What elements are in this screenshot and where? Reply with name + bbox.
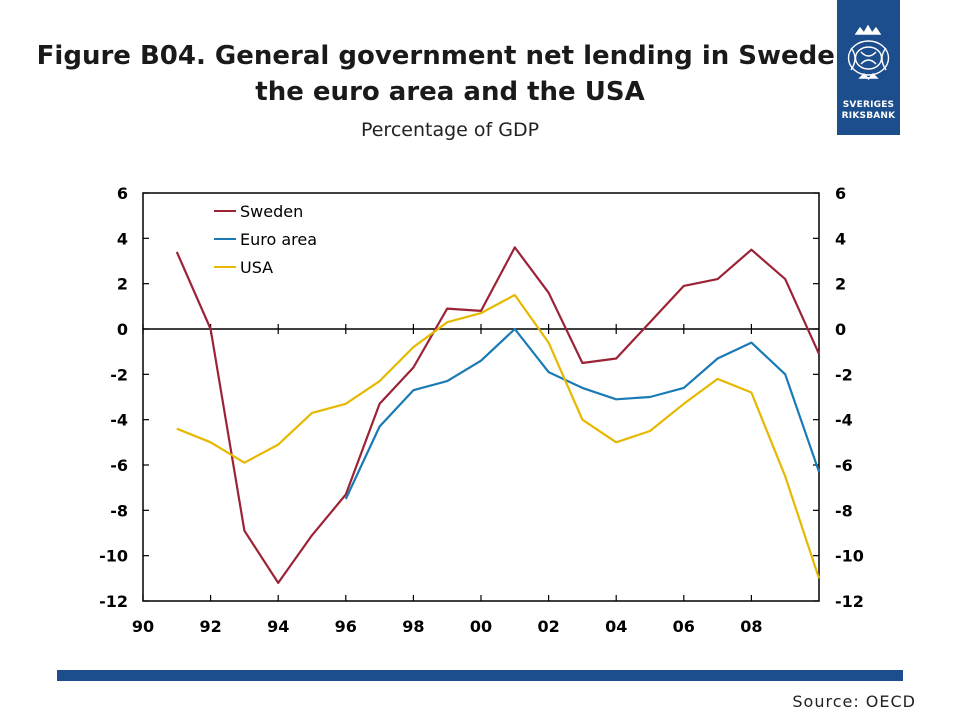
series-line-sweden [175,246,821,585]
legend-label: USA [240,258,273,277]
logo-text-sveriges: SVERIGES [842,100,895,110]
y-tick-label-left: -10 [99,547,128,566]
y-tick-label-left: 0 [117,320,128,339]
riksbank-logo: SVERIGES RIKSBANK [837,0,900,135]
y-tick-label-right: -10 [835,547,864,566]
footer-bar [57,670,903,681]
chart-title: Figure B04. General government net lendi… [0,38,900,110]
chart-title-line2: the euro area and the USA [255,77,645,107]
legend-label: Euro area [240,230,317,249]
x-tick-label: 96 [335,617,357,636]
chart-subtitle: Percentage of GDP [360,119,540,141]
y-tick-label-right: -2 [835,365,853,384]
x-tick-label: 02 [537,617,559,636]
x-tick-label: 90 [132,617,154,636]
y-tick-label-right: 6 [835,184,846,203]
y-tick-label-right: 2 [835,275,846,294]
source-note: Source: OECD [792,692,916,711]
y-tick-label-right: -6 [835,456,853,475]
logo-text-riksbank: RIKSBANK [841,111,896,121]
y-tick-label-left: 4 [117,229,128,248]
y-tick-label-left: -8 [110,501,128,520]
crown-emblem-icon [847,24,890,81]
legend-label: Sweden [240,202,303,221]
x-tick-label: 04 [605,617,627,636]
series-line-euro-area [344,327,821,500]
x-tick-label: 08 [740,617,762,636]
y-tick-label-left: -4 [110,411,128,430]
x-tick-label: 94 [267,617,289,636]
y-tick-label-right: -8 [835,501,853,520]
y-tick-label-right: -12 [835,592,864,611]
y-tick-label-left: -6 [110,456,128,475]
y-tick-label-right: 4 [835,229,846,248]
x-tick-label: 98 [402,617,424,636]
y-tick-label-left: 6 [117,184,128,203]
x-tick-label: 00 [470,617,492,636]
y-tick-label-right: 0 [835,320,846,339]
y-tick-label-right: -4 [835,411,853,430]
y-tick-label-left: -12 [99,592,128,611]
series-line-usa [176,293,821,579]
y-tick-label-left: -2 [110,365,128,384]
x-tick-label: 92 [199,617,221,636]
chart-title-line1: Figure B04. General government net lendi… [36,41,864,71]
x-tick-label: 06 [673,617,695,636]
y-tick-label-left: 2 [117,275,128,294]
